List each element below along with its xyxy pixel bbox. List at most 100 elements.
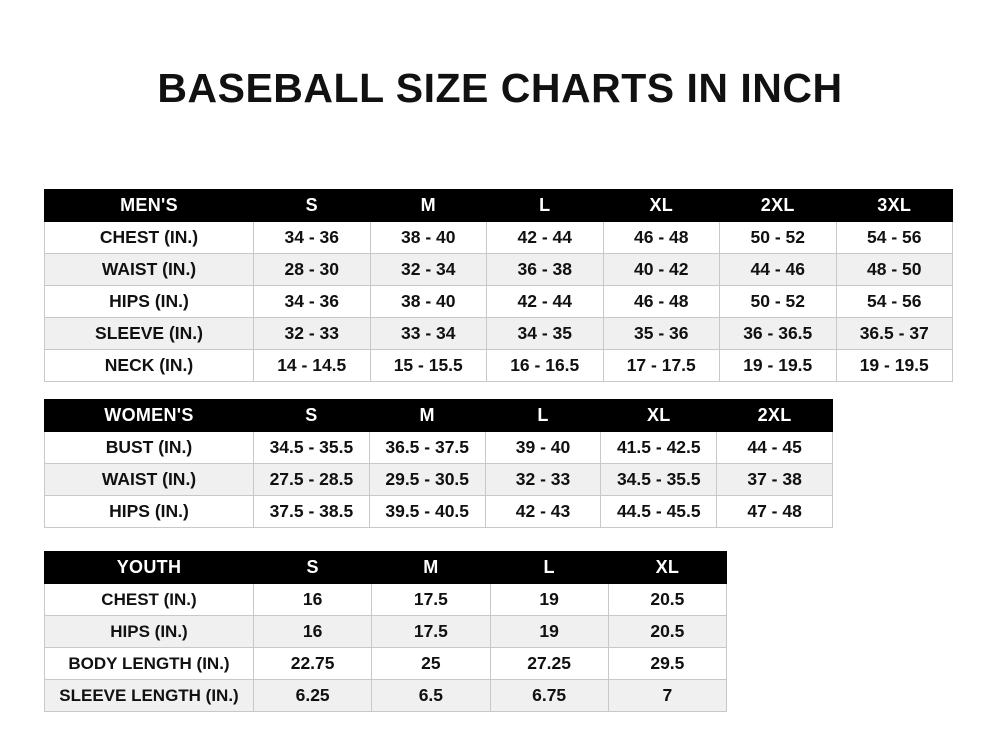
header-row: MEN'S S M L XL 2XL 3XL — [44, 189, 953, 222]
row-label: BODY LENGTH (IN.) — [44, 647, 254, 680]
cell-value: 6.5 — [371, 679, 491, 712]
cell-value: 46 - 48 — [602, 221, 720, 254]
header-cell-m: M — [371, 551, 491, 584]
youth-size-table: YOUTH S M L XL CHEST (IN.) 16 17.5 19 20… — [44, 551, 728, 712]
cell-value: 34.5 - 35.5 — [600, 463, 718, 496]
cell-value: 50 - 52 — [719, 285, 837, 318]
row-label: SLEEVE (IN.) — [44, 317, 254, 350]
cell-value: 36 - 38 — [486, 253, 604, 286]
cell-value: 6.75 — [489, 679, 609, 712]
womens-size-table: WOMEN'S S M L XL 2XL BUST (IN.) 34.5 - 3… — [44, 399, 833, 528]
cell-value: 6.25 — [252, 679, 373, 712]
header-cell-2xl: 2XL — [719, 189, 837, 222]
header-cell-xl: XL — [602, 189, 720, 222]
header-cell-s: S — [252, 551, 373, 584]
cell-value: 32 - 33 — [484, 463, 602, 496]
cell-value: 17 - 17.5 — [602, 349, 720, 382]
table-row: NECK (IN.) 14 - 14.5 15 - 15.5 16 - 16.5… — [44, 349, 953, 382]
cell-value: 37.5 - 38.5 — [253, 495, 370, 528]
cell-value: 35 - 36 — [602, 317, 720, 350]
header-cell-category: YOUTH — [44, 551, 254, 584]
table-row: HIPS (IN.) 37.5 - 38.5 39.5 - 40.5 42 - … — [44, 495, 833, 528]
cell-value: 7 — [607, 679, 728, 712]
header-cell-m: M — [369, 189, 487, 222]
table-row: CHEST (IN.) 34 - 36 38 - 40 42 - 44 46 -… — [44, 221, 953, 254]
table-row: HIPS (IN.) 16 17.5 19 20.5 — [44, 615, 728, 648]
cell-value: 44 - 46 — [719, 253, 837, 286]
header-cell-s: S — [253, 399, 370, 432]
cell-value: 44.5 - 45.5 — [600, 495, 718, 528]
cell-value: 54 - 56 — [835, 285, 953, 318]
cell-value: 34.5 - 35.5 — [253, 431, 370, 464]
row-label: WAIST (IN.) — [44, 463, 254, 496]
cell-value: 19 — [489, 615, 609, 648]
cell-value: 27.5 - 28.5 — [253, 463, 370, 496]
header-cell-l: L — [484, 399, 602, 432]
cell-value: 41.5 - 42.5 — [600, 431, 718, 464]
row-label: WAIST (IN.) — [44, 253, 254, 286]
mens-size-table: MEN'S S M L XL 2XL 3XL CHEST (IN.) 34 - … — [44, 189, 953, 382]
table-row: SLEEVE LENGTH (IN.) 6.25 6.5 6.75 7 — [44, 679, 728, 712]
cell-value: 37 - 38 — [716, 463, 833, 496]
cell-value: 42 - 43 — [484, 495, 602, 528]
cell-value: 42 - 44 — [486, 285, 604, 318]
cell-value: 20.5 — [607, 615, 728, 648]
table-row: WAIST (IN.) 28 - 30 32 - 34 36 - 38 40 -… — [44, 253, 953, 286]
cell-value: 54 - 56 — [835, 221, 953, 254]
cell-value: 38 - 40 — [369, 221, 487, 254]
cell-value: 28 - 30 — [253, 253, 371, 286]
cell-value: 32 - 34 — [369, 253, 487, 286]
table-row: WAIST (IN.) 27.5 - 28.5 29.5 - 30.5 32 -… — [44, 463, 833, 496]
header-row: WOMEN'S S M L XL 2XL — [44, 399, 833, 432]
cell-value: 20.5 — [607, 583, 728, 616]
cell-value: 14 - 14.5 — [253, 349, 371, 382]
cell-value: 36 - 36.5 — [719, 317, 837, 350]
row-label: CHEST (IN.) — [44, 221, 254, 254]
header-cell-category: MEN'S — [44, 189, 254, 222]
cell-value: 42 - 44 — [486, 221, 604, 254]
youth-table-body: CHEST (IN.) 16 17.5 19 20.5 HIPS (IN.) 1… — [44, 583, 728, 712]
cell-value: 34 - 36 — [253, 221, 371, 254]
table-row: SLEEVE (IN.) 32 - 33 33 - 34 34 - 35 35 … — [44, 317, 953, 350]
cell-value: 19 - 19.5 — [835, 349, 953, 382]
cell-value: 39 - 40 — [484, 431, 602, 464]
header-cell-m: M — [368, 399, 486, 432]
youth-table-header: YOUTH S M L XL — [44, 551, 728, 584]
row-label: HIPS (IN.) — [44, 615, 254, 648]
header-cell-category: WOMEN'S — [44, 399, 254, 432]
cell-value: 16 — [252, 583, 373, 616]
cell-value: 46 - 48 — [602, 285, 720, 318]
cell-value: 17.5 — [371, 583, 491, 616]
cell-value: 47 - 48 — [716, 495, 833, 528]
cell-value: 36.5 - 37 — [835, 317, 953, 350]
table-row: CHEST (IN.) 16 17.5 19 20.5 — [44, 583, 728, 616]
cell-value: 34 - 35 — [486, 317, 604, 350]
cell-value: 19 — [489, 583, 609, 616]
cell-value: 44 - 45 — [716, 431, 833, 464]
header-cell-s: S — [253, 189, 371, 222]
mens-table-header: MEN'S S M L XL 2XL 3XL — [44, 189, 953, 222]
cell-value: 29.5 - 30.5 — [368, 463, 486, 496]
cell-value: 29.5 — [607, 647, 728, 680]
womens-table-header: WOMEN'S S M L XL 2XL — [44, 399, 833, 432]
header-cell-2xl: 2XL — [716, 399, 833, 432]
row-label: SLEEVE LENGTH (IN.) — [44, 679, 254, 712]
cell-value: 48 - 50 — [835, 253, 953, 286]
cell-value: 15 - 15.5 — [369, 349, 487, 382]
row-label: CHEST (IN.) — [44, 583, 254, 616]
cell-value: 38 - 40 — [369, 285, 487, 318]
cell-value: 40 - 42 — [602, 253, 720, 286]
cell-value: 22.75 — [252, 647, 373, 680]
row-label: HIPS (IN.) — [44, 285, 254, 318]
header-cell-xl: XL — [600, 399, 718, 432]
cell-value: 25 — [371, 647, 491, 680]
header-cell-3xl: 3XL — [835, 189, 953, 222]
cell-value: 34 - 36 — [253, 285, 371, 318]
cell-value: 27.25 — [489, 647, 609, 680]
cell-value: 16 — [252, 615, 373, 648]
header-cell-xl: XL — [607, 551, 728, 584]
table-row: HIPS (IN.) 34 - 36 38 - 40 42 - 44 46 - … — [44, 285, 953, 318]
table-row: BODY LENGTH (IN.) 22.75 25 27.25 29.5 — [44, 647, 728, 680]
header-cell-l: L — [489, 551, 609, 584]
row-label: NECK (IN.) — [44, 349, 254, 382]
